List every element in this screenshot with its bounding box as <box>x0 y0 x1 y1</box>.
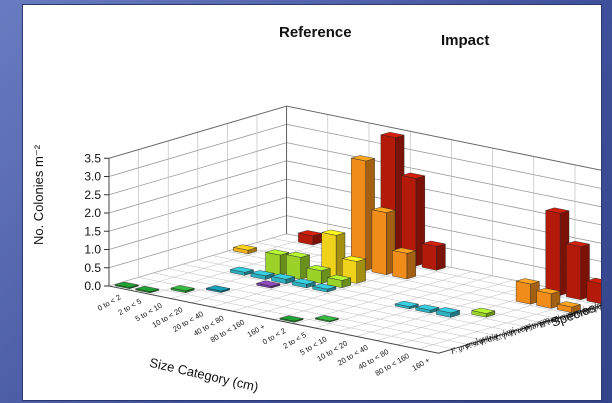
bar-front <box>279 318 295 323</box>
y-tick-label: 3.5 <box>84 151 101 165</box>
bar-front <box>471 310 487 318</box>
chart-svg: 0.0 0.5 1.0 1.5 2.0 2.5 3.0 3.5 No. Colonies m⁻²… <box>31 24 601 395</box>
bar <box>114 281 139 289</box>
x-tick-label: 160 + <box>410 355 431 373</box>
bar-front <box>291 281 307 289</box>
bar-front <box>436 309 451 318</box>
bar <box>327 274 351 289</box>
gridline <box>123 281 454 350</box>
bar-front <box>306 267 322 284</box>
y-axis-label: No. Colonies m⁻² <box>31 144 46 245</box>
bar <box>436 307 460 318</box>
bar-front <box>233 247 249 255</box>
bar-front <box>545 210 561 296</box>
bar <box>170 285 195 294</box>
panel-title-reference: Reference <box>279 24 352 41</box>
bar-front <box>170 287 186 294</box>
bar <box>298 230 322 246</box>
bar <box>392 247 416 280</box>
bar <box>291 278 316 289</box>
bar-front <box>286 254 301 280</box>
bar <box>536 287 561 309</box>
y-tick-label: 1.0 <box>84 243 101 257</box>
bar <box>312 283 337 293</box>
bar-front <box>515 280 531 305</box>
bar-side <box>356 258 366 284</box>
bar <box>286 251 310 280</box>
bar <box>394 300 419 310</box>
y-tick-label: 0.0 <box>84 279 101 293</box>
bar <box>265 249 290 276</box>
bar-front <box>421 243 437 271</box>
gridline <box>168 268 498 337</box>
bar-side <box>406 250 416 280</box>
bar <box>315 315 339 323</box>
bar-front <box>415 307 431 314</box>
x-axis-label: Size Category (cm) <box>148 355 260 395</box>
bar <box>371 206 396 276</box>
bar-front <box>557 303 572 313</box>
bar <box>135 286 160 294</box>
bar <box>250 270 275 280</box>
panel-title-impact: Impact <box>441 32 489 49</box>
bars <box>114 131 601 323</box>
bar <box>271 273 295 285</box>
bar <box>279 315 304 323</box>
bar-front <box>566 243 581 300</box>
bar <box>415 304 440 314</box>
bar <box>515 278 540 305</box>
bar <box>256 280 281 289</box>
bar-front <box>250 272 266 280</box>
bar-front <box>392 250 408 280</box>
gridlines <box>108 105 601 354</box>
y-tick-label: 2.5 <box>84 188 101 202</box>
y-tick-label: 3.0 <box>84 170 101 184</box>
bar-front <box>351 157 366 271</box>
bar <box>421 240 446 271</box>
bar-front <box>536 290 552 309</box>
chart-panel: 0.0 0.5 1.0 1.5 2.0 2.5 3.0 3.5 No. Colonies m⁻²… <box>22 4 602 401</box>
bar-front <box>135 288 151 294</box>
bar-front <box>586 280 601 305</box>
y-tick-label: 2.0 <box>84 206 101 220</box>
bar <box>351 155 375 271</box>
bar-front <box>114 284 130 289</box>
bar <box>566 240 590 300</box>
bar <box>233 244 258 255</box>
bar-front <box>394 303 410 310</box>
bar <box>557 301 581 313</box>
gridline <box>182 264 513 332</box>
bar-front <box>230 269 245 276</box>
bar-front <box>315 317 330 323</box>
bar-front <box>206 287 222 293</box>
bar <box>545 207 570 296</box>
bar-side <box>436 243 446 271</box>
bar <box>206 285 231 293</box>
bar-front <box>256 283 272 289</box>
y-tick-label: 0.5 <box>84 261 101 275</box>
bar-front <box>298 232 314 246</box>
bar-front <box>271 276 287 285</box>
axis-frame <box>108 158 601 354</box>
bar-front <box>371 209 387 276</box>
bar-front <box>265 251 281 276</box>
y-tick-label: 1.5 <box>84 224 101 238</box>
bar-front <box>312 286 328 293</box>
gridline <box>153 272 484 341</box>
bar <box>230 266 254 276</box>
bar <box>471 307 496 318</box>
bar <box>586 277 601 305</box>
bar-front <box>327 277 343 289</box>
